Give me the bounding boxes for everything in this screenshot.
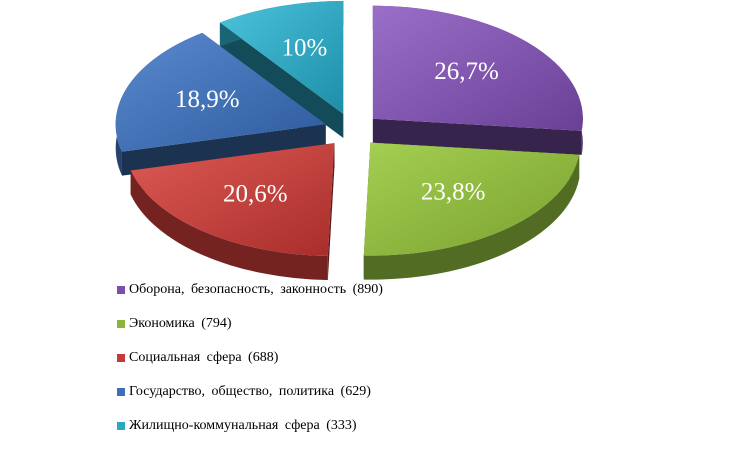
legend-swatch (117, 422, 125, 430)
legend-item-state: Государство, общество, политика (629) (117, 384, 383, 400)
slice-state-wall (121, 124, 326, 176)
legend-swatch (117, 354, 125, 362)
slice-social (130, 143, 335, 257)
legend-label: Государство, общество, политика (629) (129, 384, 371, 399)
slice-housing-label: 10% (281, 34, 327, 61)
slice-state-label: 18,9% (175, 86, 240, 113)
legend-item-housing: Жилищно-коммунальная сфера (333) (117, 418, 383, 434)
legend-label: Жилищно-коммунальная сфера (333) (129, 418, 357, 433)
pie-chart: 26,7% 23,8% 20,6% 18,9% 10% (115, 1, 583, 280)
slice-social-wall (327, 143, 335, 280)
legend-label: Социальная сфера (688) (129, 350, 279, 365)
slice-defense-wall (372, 118, 582, 155)
slice-defense (372, 5, 583, 131)
legend-item-defense: Оборона, безопасность, законность (890) (117, 282, 383, 298)
slice-social-label: 20,6% (223, 181, 288, 208)
legend-swatch (117, 286, 125, 294)
legend-item-social: Социальная сфера (688) (117, 350, 383, 366)
legend-label: Оборона, безопасность, законность (890) (129, 282, 383, 297)
slice-economy (363, 142, 580, 256)
legend-item-economy: Экономика (794) (117, 316, 383, 332)
slice-state (115, 32, 326, 152)
legend-swatch (117, 320, 125, 328)
slice-housing-wall (219, 22, 344, 139)
slice-housing (219, 1, 344, 115)
legend-swatch (117, 388, 125, 396)
slice-economy-rim (363, 154, 580, 280)
legend: Оборона, безопасность, законность (890) … (117, 282, 383, 452)
slice-economy-label: 23,8% (421, 179, 486, 206)
legend-label: Экономика (794) (129, 316, 232, 331)
slice-defense-label: 26,7% (434, 58, 499, 85)
slice-social-rim (130, 170, 328, 280)
